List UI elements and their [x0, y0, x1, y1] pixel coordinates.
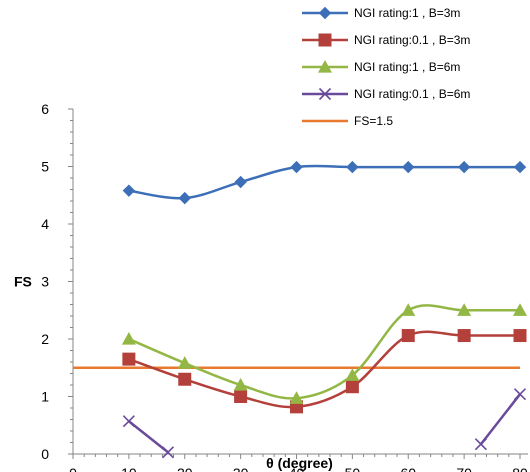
- x-tick-label: 80: [512, 465, 528, 472]
- series-ngi-rating-0-1-b-3m: [122, 329, 527, 414]
- series-ngi-rating-1-b-3m: [122, 160, 527, 205]
- data-point: [177, 356, 192, 369]
- series-ngi-rating-0-1-b-6m: [122, 388, 527, 459]
- series-ngi-rating-1-b-6m: [121, 303, 527, 404]
- marker-stroke: [122, 415, 135, 428]
- legend-label: NGI rating:1 , B=3m: [354, 6, 460, 20]
- legend-label: NGI rating:0.1 , B=3m: [354, 33, 470, 47]
- legend-marker: [318, 6, 332, 20]
- y-axis-title: FS: [14, 274, 32, 290]
- legend-label: FS=1.5: [354, 114, 393, 128]
- legend-item-ngi-rating-1-b-6m: NGI rating:1 , B=6m: [302, 60, 460, 74]
- data-point: [457, 160, 471, 174]
- marker-stroke: [318, 87, 332, 101]
- x-tick-label: 70: [456, 465, 472, 472]
- marker-stroke: [474, 438, 487, 451]
- series-line: [128, 420, 169, 454]
- series-line: [479, 393, 521, 445]
- data-point: [290, 160, 303, 174]
- axes: 012345601020304050607080θ (degree)FS: [14, 101, 528, 472]
- legend-item-ngi-rating-1-b-3m: NGI rating:1 , B=3m: [302, 6, 460, 20]
- y-tick-label: 5: [41, 159, 49, 175]
- y-tick-label: 0: [41, 446, 49, 462]
- series-layer: [73, 160, 527, 459]
- data-point: [513, 303, 527, 316]
- data-point: [289, 391, 304, 404]
- data-point: [457, 329, 471, 343]
- data-point: [233, 378, 248, 391]
- x-tick-label: 10: [121, 465, 137, 472]
- data-point: [122, 184, 136, 197]
- data-point: [401, 303, 416, 316]
- data-point: [346, 160, 359, 174]
- legend: NGI rating:1 , B=3m NGI rating:0.1 , B=3m…: [302, 6, 470, 128]
- legend-label: NGI rating:0.1 , B=6m: [354, 87, 470, 101]
- data-point: [474, 438, 487, 451]
- data-point: [122, 352, 136, 366]
- data-point: [513, 329, 527, 343]
- x-axis-title: θ (degree): [266, 455, 333, 471]
- x-tick-label: 50: [345, 465, 361, 472]
- legend-item-fs-1-5: FS=1.5: [302, 114, 393, 128]
- data-point: [457, 303, 472, 316]
- x-tick-label: 40: [289, 465, 305, 472]
- legend-item-ngi-rating-0-1-b-6m: NGI rating:0.1 , B=6m: [302, 87, 470, 101]
- data-point: [161, 446, 175, 459]
- data-point: [178, 372, 192, 386]
- legend-marker: [318, 60, 332, 73]
- marker-stroke: [513, 388, 527, 401]
- data-point: [178, 191, 191, 205]
- legend-label: NGI rating:1 , B=6m: [354, 60, 460, 74]
- y-tick-label: 1: [41, 389, 49, 405]
- marker-stroke: [161, 446, 175, 459]
- x-tick-label: 60: [400, 465, 416, 472]
- data-point: [513, 160, 527, 174]
- x-tick-label: 20: [177, 465, 193, 472]
- data-point: [402, 160, 415, 174]
- data-point: [345, 380, 359, 394]
- y-tick-label: 2: [41, 331, 49, 347]
- y-tick-label: 6: [41, 101, 49, 117]
- series-line: [128, 330, 520, 409]
- data-point: [121, 332, 136, 345]
- x-tick-label: 0: [69, 465, 77, 472]
- series-line: [128, 304, 520, 400]
- legend-marker: [318, 87, 332, 101]
- legend-marker: [318, 33, 332, 47]
- data-point: [234, 175, 247, 189]
- data-point: [401, 329, 415, 343]
- legend-item-ngi-rating-0-1-b-3m: NGI rating:0.1 , B=3m: [302, 33, 470, 47]
- y-tick-label: 3: [41, 274, 49, 290]
- x-tick-label: 30: [233, 465, 249, 472]
- data-point: [513, 388, 527, 401]
- data-point: [345, 368, 360, 381]
- data-point: [122, 415, 135, 428]
- series-line: [128, 164, 520, 200]
- data-point: [234, 390, 248, 403]
- y-tick-label: 4: [41, 216, 49, 232]
